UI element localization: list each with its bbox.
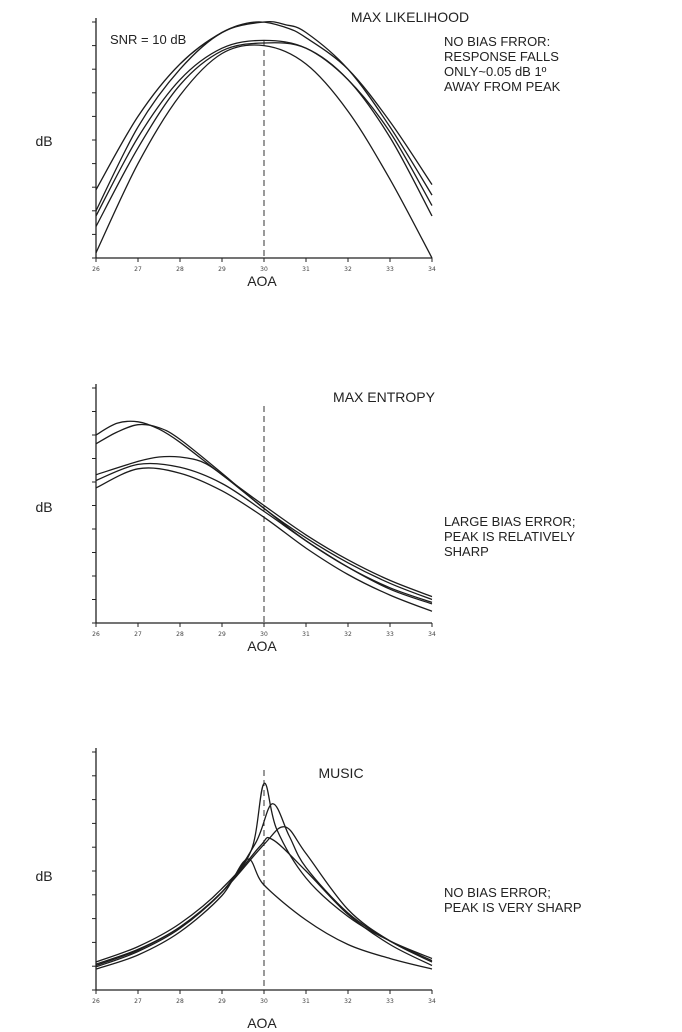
series-line-5 [95, 467, 433, 612]
snr-annotation: SNR = 10 dB [110, 32, 186, 47]
series-line-2 [95, 20, 433, 212]
x-tick-label: 28 [176, 998, 184, 1005]
chart-title: MAX LIKELIHOOD [351, 9, 469, 25]
series-line-1 [95, 21, 433, 191]
annotation-line: NO BIAS FRROR: [444, 34, 550, 49]
x-tick-label: 26 [92, 631, 100, 638]
x-tick-label: 32 [344, 266, 352, 273]
x-tick-label: 34 [428, 266, 436, 273]
y-axis-label: dB [35, 499, 52, 515]
chart-panel-2: 26 27 28 29 30 31 32 33 34 MAX ENTROPY dB AOA LARGE … [35, 384, 575, 654]
x-tick-label: 32 [344, 998, 352, 1005]
x-tick-label: 27 [134, 266, 142, 273]
x-tick-label: 28 [176, 631, 184, 638]
x-tick-label: 33 [386, 998, 394, 1005]
x-tick-label: 31 [302, 998, 310, 1005]
y-axis-label: dB [35, 868, 52, 884]
x-tick-label: 34 [428, 631, 436, 638]
x-tick-label: 28 [176, 266, 184, 273]
x-tick-label: 27 [134, 998, 142, 1005]
y-axis-label: dB [35, 133, 52, 149]
chart-title: MAX ENTROPY [333, 389, 436, 405]
x-tick-label: 32 [344, 631, 352, 638]
series-line-2 [95, 423, 433, 601]
x-tick-label: 31 [302, 266, 310, 273]
series-line-4 [95, 836, 433, 968]
x-tick-label: 33 [386, 631, 394, 638]
series-line-3 [95, 826, 433, 967]
series-line-4 [95, 462, 433, 605]
x-tick-label: 33 [386, 266, 394, 273]
annotation-line: LARGE BIAS ERROR; [444, 514, 575, 529]
series-line-4 [95, 42, 433, 227]
chart-panel-1: 26 27 28 29 30 31 32 33 34 MAX LIKELIHOOD dB AOA SNR… [35, 9, 560, 289]
annotation-line: AWAY FROM PEAK [444, 79, 561, 94]
x-axis-label: AOA [247, 638, 277, 654]
chart-title: MUSIC [318, 765, 363, 781]
annotation-line: RESPONSE FALLS [444, 49, 559, 64]
x-tick-label: 34 [428, 998, 436, 1005]
x-axis-label: AOA [247, 273, 277, 289]
annotation-line: PEAK IS RELATIVELY [444, 529, 575, 544]
x-tick-label: 29 [218, 266, 226, 273]
series-line-5 [95, 44, 433, 259]
annotation-line: SHARP [444, 544, 489, 559]
x-tick-label: 29 [218, 998, 226, 1005]
annotation-line: PEAK IS VERY SHARP [444, 900, 582, 915]
annotation-line: NO BIAS ERROR; [444, 885, 551, 900]
x-tick-label: 27 [134, 631, 142, 638]
series-line-3 [95, 39, 433, 217]
chart-panel-3: 26 27 28 29 30 31 32 33 34 MUSIC dB AOA NO BIAS ERRO… [35, 748, 582, 1031]
x-tick-label: 30 [260, 631, 268, 638]
x-tick-label: 26 [92, 266, 100, 273]
x-tick-label: 29 [218, 631, 226, 638]
x-axis-label: AOA [247, 1015, 277, 1031]
x-tick-label: 26 [92, 998, 100, 1005]
series-line-5 [95, 858, 433, 970]
x-tick-label: 30 [260, 266, 268, 273]
x-tick-label: 30 [260, 998, 268, 1005]
x-tick-label: 31 [302, 631, 310, 638]
annotation-line: ONLY~0.05 dB 1º [444, 64, 547, 79]
